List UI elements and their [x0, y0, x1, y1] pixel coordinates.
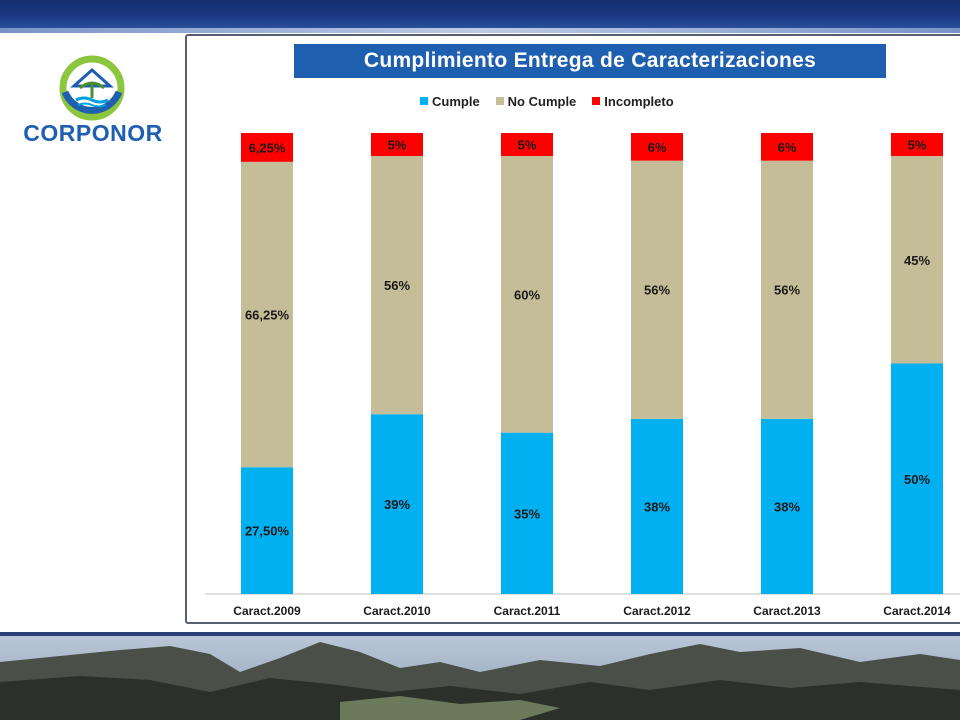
data-label-cumple-2: 39%: [384, 497, 410, 512]
data-label-incompleto-6: 5%: [908, 138, 927, 153]
bar-segment-cumple-2: [371, 414, 423, 594]
bar-segment-cumple-4: [631, 418, 683, 594]
legend-item-incompleto: Incompleto: [592, 93, 674, 109]
bar-segment-incompleto-3: [501, 133, 553, 157]
bar-segment-no-cumple-1: [241, 161, 293, 468]
mountain-landscape-image: [0, 632, 960, 720]
bar-segment-cumple-3: [501, 432, 553, 594]
data-label-no-cumple-1: 66,25%: [245, 308, 290, 323]
data-label-incompleto-5: 6%: [778, 140, 797, 155]
logo-emblem-icon: [59, 55, 125, 121]
data-label-cumple-3: 35%: [514, 506, 540, 521]
data-label-no-cumple-4: 56%: [644, 283, 670, 298]
x-tick-label-5: Caract.2013: [753, 604, 821, 618]
legend-swatch-incompleto: [592, 97, 601, 105]
bar-segment-incompleto-4: [631, 133, 683, 161]
legend-item-no-cumple: No Cumple: [495, 93, 577, 109]
bar-segment-cumple-6: [891, 363, 943, 594]
x-tick-label-4: Caract.2012: [623, 604, 691, 618]
bar-segment-no-cumple-6: [891, 156, 943, 364]
data-label-cumple-4: 38%: [644, 499, 670, 514]
data-label-no-cumple-5: 56%: [774, 283, 800, 298]
bar-segment-no-cumple-2: [371, 156, 423, 415]
chart-title: Cumplimiento Entrega de Caracterizacione…: [294, 44, 886, 78]
legend-label-incompleto: Incompleto: [604, 93, 674, 109]
data-label-incompleto-2: 5%: [388, 138, 407, 153]
legend-label-no-cumple: No Cumple: [507, 93, 577, 109]
data-label-cumple-1: 27,50%: [245, 524, 290, 539]
data-label-no-cumple-3: 60%: [514, 287, 540, 302]
data-label-incompleto-1: 6,25%: [249, 140, 286, 155]
bar-segment-incompleto-2: [371, 133, 423, 157]
bar-segment-cumple-5: [761, 418, 813, 594]
chart-legend: Cumple No Cumple Incompleto: [420, 92, 690, 110]
data-label-cumple-6: 50%: [904, 472, 930, 487]
bar-segment-no-cumple-5: [761, 160, 813, 419]
bar-segment-no-cumple-4: [631, 160, 683, 419]
bar-segment-cumple-1: [241, 467, 293, 594]
data-label-no-cumple-6: 45%: [904, 253, 930, 268]
stacked-bar-chart: 27,50% 66,25% 6,25% Caract.2009 39% 56% 5% Cara…: [205, 133, 960, 618]
legend-swatch-no-cumple: [495, 97, 504, 105]
data-label-cumple-5: 38%: [774, 499, 800, 514]
data-label-no-cumple-2: 56%: [384, 278, 410, 293]
x-tick-label-6: Caract.2014: [883, 604, 951, 618]
data-label-incompleto-3: 5%: [518, 138, 537, 153]
bar-segment-no-cumple-3: [501, 156, 553, 433]
bar-segment-incompleto-5: [761, 133, 813, 161]
bar-segment-incompleto-6: [891, 133, 943, 157]
data-label-incompleto-4: 6%: [648, 140, 667, 155]
chart-frame: [185, 34, 960, 624]
corponor-logo: CORPONOR: [18, 52, 168, 162]
x-tick-label-2: Caract.2010: [363, 604, 431, 618]
bar-segment-incompleto-1: [241, 133, 293, 162]
legend-item-cumple: Cumple: [420, 94, 480, 109]
x-tick-label-1: Caract.2009: [233, 604, 301, 618]
top-header-accent-line: [0, 28, 960, 33]
logo-text: CORPONOR: [23, 120, 163, 146]
x-tick-label-3: Caract.2011: [494, 604, 561, 618]
top-header-bar: [0, 0, 960, 28]
legend-swatch-cumple: [420, 97, 428, 105]
legend-label-cumple: Cumple: [432, 93, 480, 109]
